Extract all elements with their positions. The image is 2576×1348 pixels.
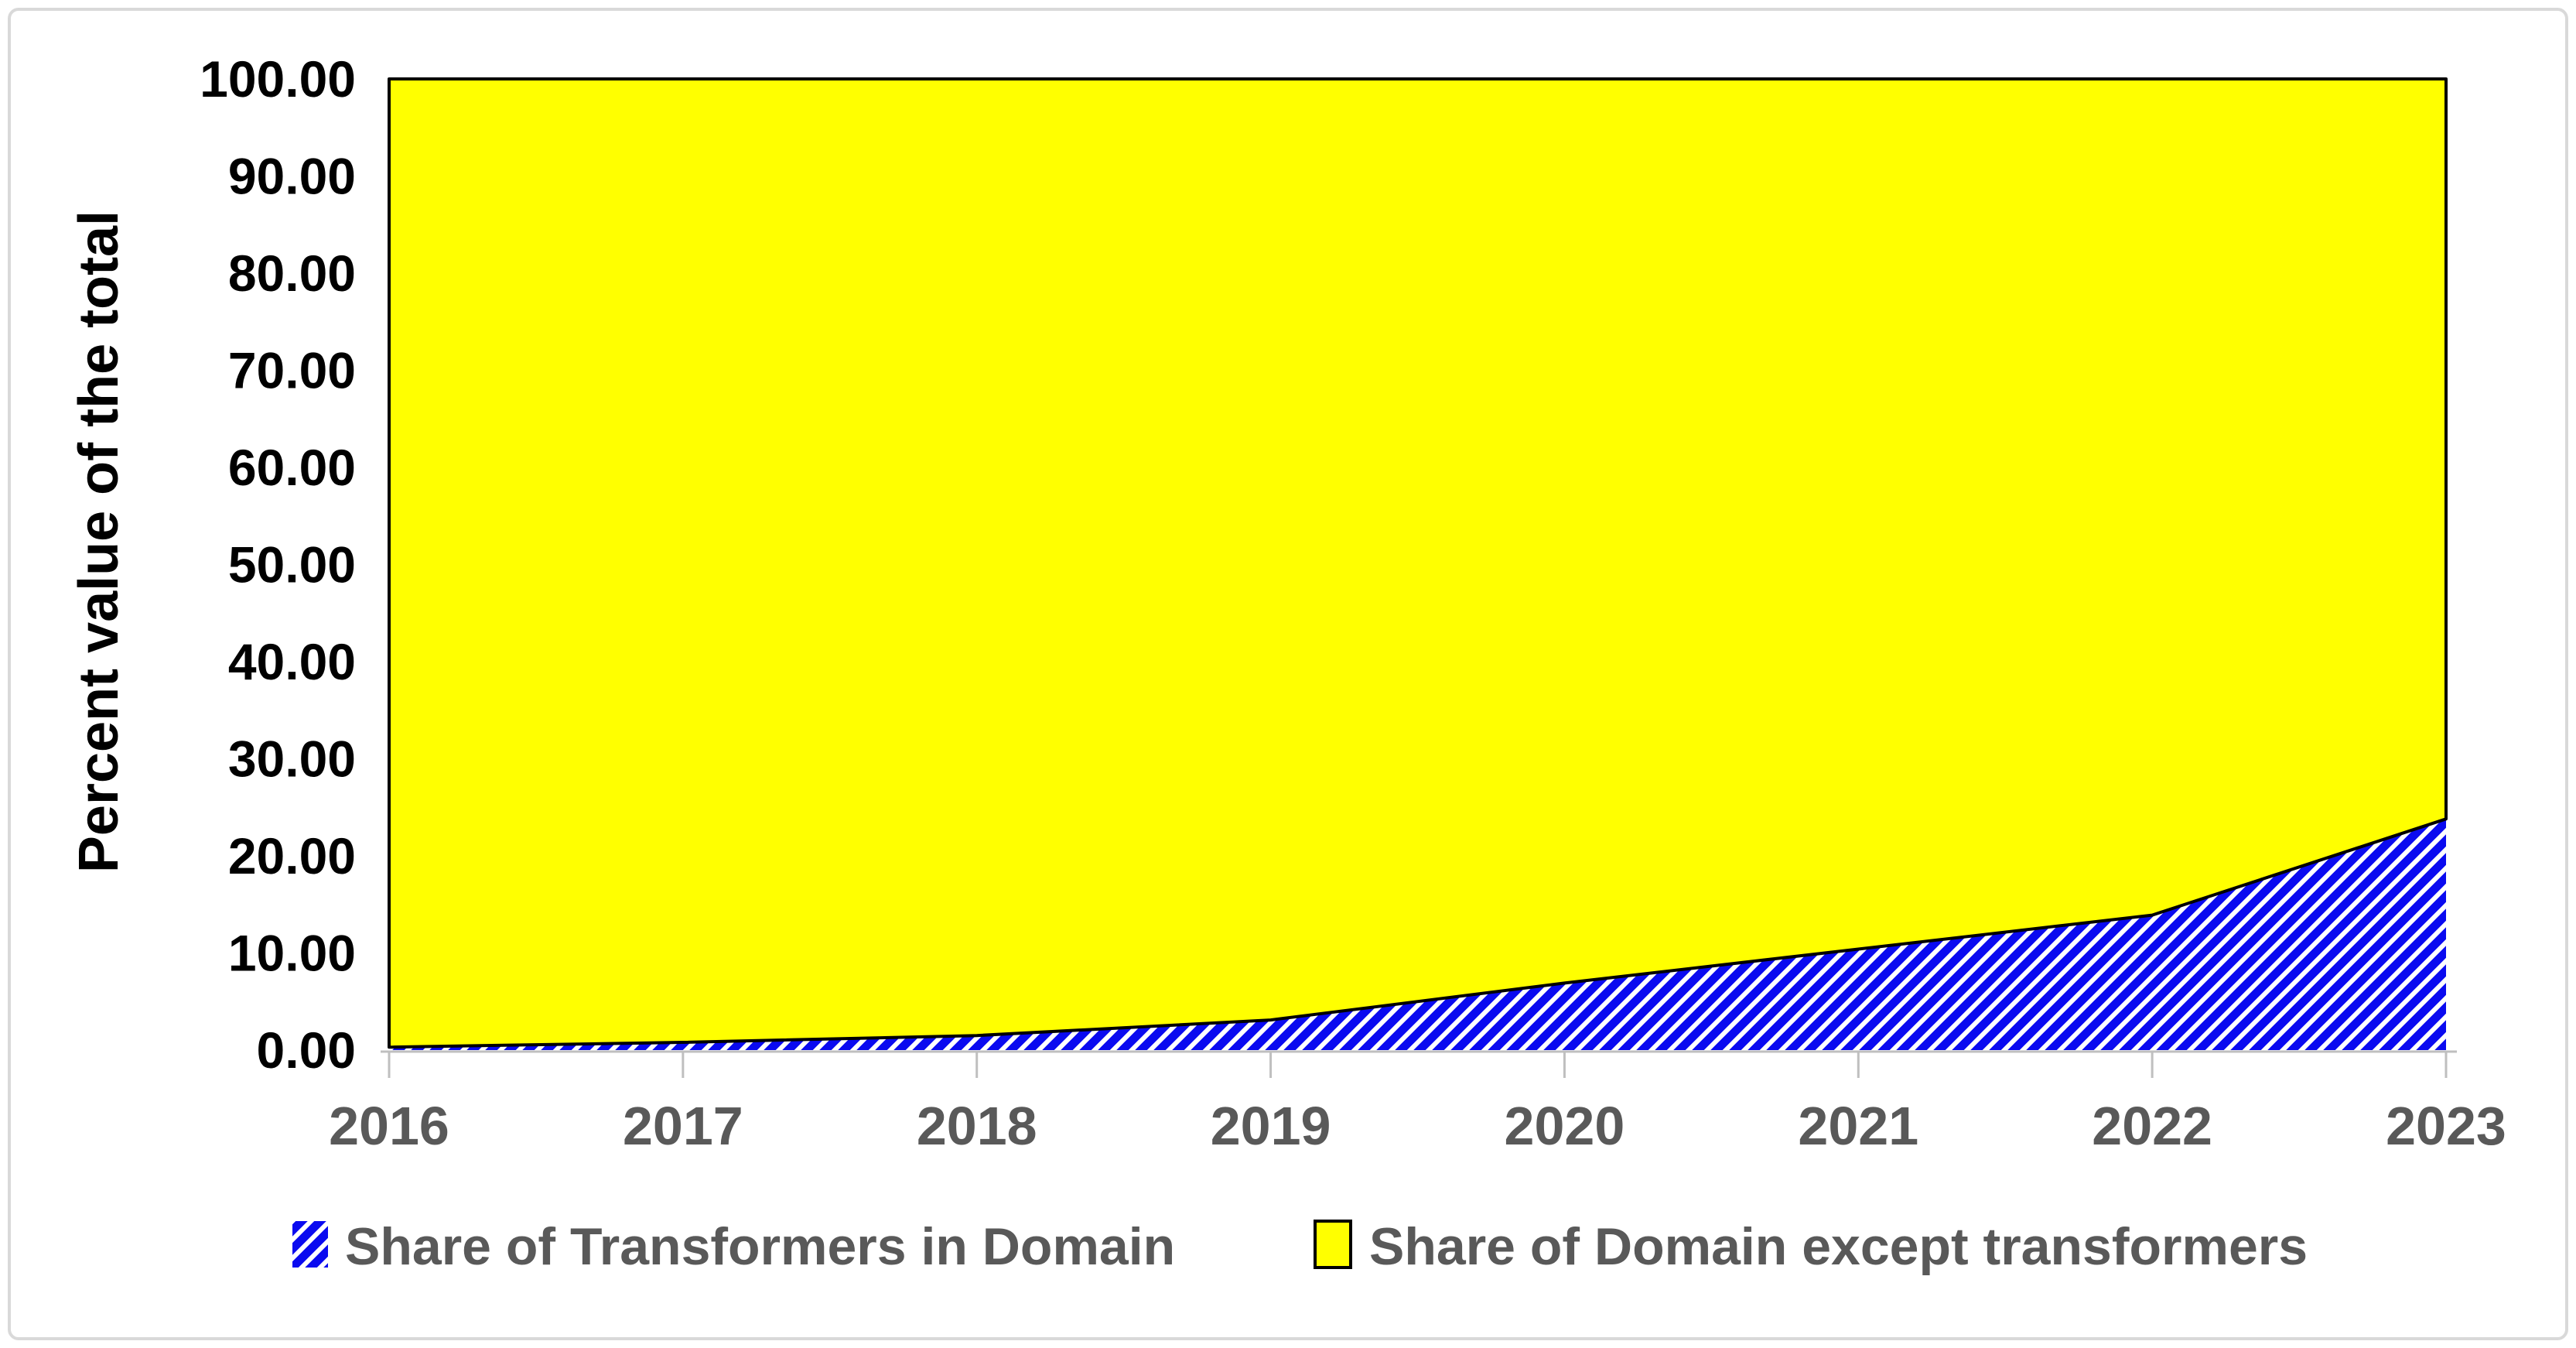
legend-label-domain: Share of Domain except transformers	[1369, 1217, 2308, 1276]
y-tick-label: 30.00	[228, 730, 356, 788]
y-tick-label: 0.00	[257, 1021, 356, 1079]
y-tick-label: 50.00	[228, 536, 356, 594]
y-tick-label: 60.00	[228, 439, 356, 496]
y-axis-title: Percent value of the total	[68, 210, 130, 873]
y-tick-label: 100.00	[200, 50, 356, 108]
x-axis	[381, 1050, 2457, 1078]
area-transformers-share	[389, 819, 2446, 1050]
x-tick-label: 2021	[1798, 1096, 1918, 1156]
x-tick-label: 2020	[1505, 1096, 1625, 1156]
x-tick-label: 2019	[1211, 1096, 1331, 1156]
area-domain-except-transformers	[388, 77, 2448, 1049]
x-tick-label: 2016	[329, 1096, 449, 1156]
legend-label-transformers: Share of Transformers in Domain	[345, 1217, 1175, 1276]
x-tick-label: 2023	[2386, 1096, 2506, 1156]
x-tick-label: 2017	[623, 1096, 743, 1156]
legend-swatch-domain-icon	[1314, 1220, 1352, 1269]
y-tick-label: 90.00	[228, 148, 356, 205]
x-tick-label: 2022	[2092, 1096, 2212, 1156]
x-tick-label: 2018	[917, 1096, 1037, 1156]
legend: Share of Transformers in Domain Share of …	[292, 1217, 2308, 1276]
y-tick-label: 70.00	[228, 342, 356, 399]
y-tick-label: 40.00	[228, 633, 356, 690]
y-tick-label: 10.00	[228, 925, 356, 982]
y-tick-label: 80.00	[228, 245, 356, 302]
y-tick-label: 20.00	[228, 827, 356, 884]
legend-swatch-transformers-hatch-icon	[292, 1221, 328, 1268]
